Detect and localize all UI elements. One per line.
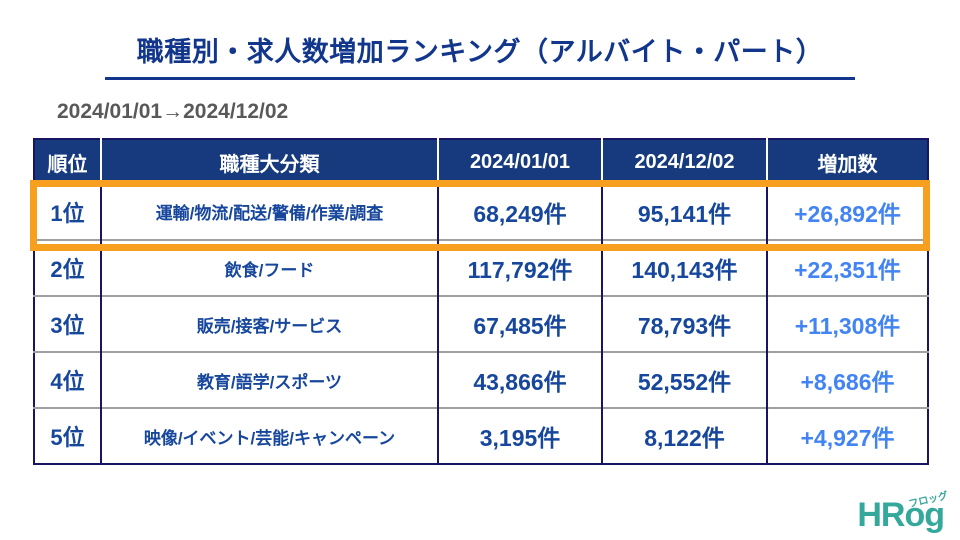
increase-cell: +26,892件 bbox=[767, 184, 928, 240]
rank-cell: 5位 bbox=[34, 407, 102, 464]
hrog-logo: HRog フロッグ bbox=[857, 491, 949, 534]
table-row-4: 4位 教育/語学/スポーツ 43,866件 52,552件 +8,686件 bbox=[34, 351, 928, 408]
count-end-cell: 95,141件 bbox=[602, 184, 768, 240]
count-end-cell: 78,793件 bbox=[602, 295, 768, 352]
count-end-cell: 8,122件 bbox=[602, 407, 768, 464]
table-row-1: 1位 運輸/物流/配送/警備/作業/調査 68,249件 95,141件 +26… bbox=[34, 184, 928, 240]
count-start-cell: 3,195件 bbox=[438, 407, 603, 464]
increase-cell: +4,927件 bbox=[767, 407, 928, 464]
count-start-cell: 43,866件 bbox=[438, 351, 603, 408]
count-start-cell: 67,485件 bbox=[438, 295, 603, 352]
category-cell: 販売/接客/サービス bbox=[101, 295, 439, 352]
increase-cell: +22,351件 bbox=[767, 239, 928, 296]
rank-cell: 3位 bbox=[34, 295, 102, 352]
col-header-start: 2024/01/01 bbox=[438, 139, 603, 184]
count-start-cell: 117,792件 bbox=[438, 239, 603, 296]
ranking-table: 順位 職種大分類 2024/01/01 2024/12/02 増加数 1位 運輸… bbox=[33, 138, 929, 465]
rank-cell: 1位 bbox=[34, 184, 102, 240]
col-header-increase: 増加数 bbox=[767, 139, 928, 184]
date-range-label: 2024/01/01→2024/12/02 bbox=[57, 100, 289, 123]
col-header-end: 2024/12/02 bbox=[602, 139, 768, 184]
col-header-rank: 順位 bbox=[34, 139, 102, 184]
increase-cell: +11,308件 bbox=[767, 295, 928, 352]
table-row-2: 2位 飲食/フード 117,792件 140,143件 +22,351件 bbox=[34, 239, 928, 296]
table-header: 順位 職種大分類 2024/01/01 2024/12/02 増加数 bbox=[34, 139, 928, 184]
category-cell: 教育/語学/スポーツ bbox=[101, 351, 439, 408]
hrog-logo-text: HRog bbox=[857, 496, 945, 534]
increase-cell: +8,686件 bbox=[767, 351, 928, 408]
page-title: 職種別・求人数増加ランキング（アルバイト・パート） bbox=[136, 37, 824, 67]
count-end-cell: 52,552件 bbox=[602, 351, 768, 408]
table-row-3: 3位 販売/接客/サービス 67,485件 78,793件 +11,308件 bbox=[34, 295, 928, 352]
table-header-row: 順位 職種大分類 2024/01/01 2024/12/02 増加数 bbox=[34, 139, 928, 184]
category-cell: 運輸/物流/配送/警備/作業/調査 bbox=[101, 184, 439, 240]
ranking-table-wrap: 順位 職種大分類 2024/01/01 2024/12/02 増加数 1位 運輸… bbox=[30, 138, 930, 465]
count-start-cell: 68,249件 bbox=[438, 184, 603, 240]
title-underline bbox=[105, 77, 855, 80]
col-header-category: 職種大分類 bbox=[101, 139, 439, 184]
title-section: 職種別・求人数増加ランキング（アルバイト・パート） bbox=[0, 0, 960, 80]
table-row-5: 5位 映像/イベント/芸能/キャンペーン 3,195件 8,122件 +4,92… bbox=[34, 407, 928, 464]
count-end-cell: 140,143件 bbox=[602, 239, 768, 296]
table-body: 1位 運輸/物流/配送/警備/作業/調査 68,249件 95,141件 +26… bbox=[34, 184, 928, 464]
category-cell: 飲食/フード bbox=[101, 239, 439, 296]
rank-cell: 4位 bbox=[34, 351, 102, 408]
rank-cell: 2位 bbox=[34, 239, 102, 296]
category-cell: 映像/イベント/芸能/キャンペーン bbox=[101, 407, 439, 464]
